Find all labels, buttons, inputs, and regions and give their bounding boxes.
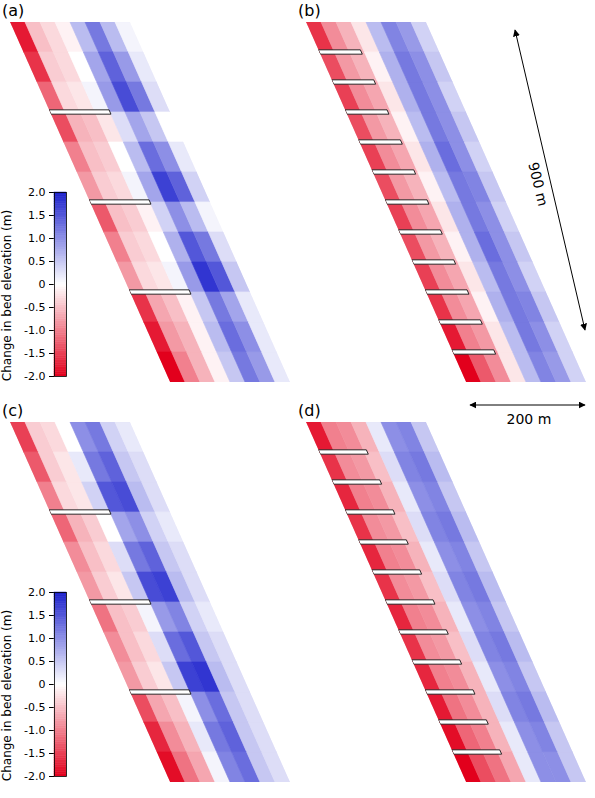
svg-text:1.0: 1.0 xyxy=(28,632,46,645)
html-text:(d): (d) xyxy=(298,401,321,420)
svg-text:1.5: 1.5 xyxy=(28,209,46,222)
svg-text:-0.5: -0.5 xyxy=(24,301,45,314)
svg-text:-1.5: -1.5 xyxy=(24,747,45,760)
svg-text:-0.5: -0.5 xyxy=(24,701,45,714)
svg-text:1.0: 1.0 xyxy=(28,232,46,245)
html-text:(a): (a) xyxy=(2,1,25,20)
html-text:200 m: 200 m xyxy=(506,411,552,427)
html-text:Change in bed elevation (m): Change in bed elevation (m) xyxy=(0,609,14,782)
svg-text:1.5: 1.5 xyxy=(28,609,46,622)
html-text:(b): (b) xyxy=(298,1,321,20)
svg-text:-2.0: -2.0 xyxy=(24,370,45,383)
svg-text:-1.5: -1.5 xyxy=(24,347,45,360)
svg-text:0.5: 0.5 xyxy=(28,655,46,668)
svg-text:-2.0: -2.0 xyxy=(24,770,45,783)
svg-text:2.0: 2.0 xyxy=(28,186,46,199)
svg-text:-1.0: -1.0 xyxy=(24,724,45,737)
svg-text:0.5: 0.5 xyxy=(28,255,46,268)
svg-text:-1.0: -1.0 xyxy=(24,324,45,337)
html-text:Change in bed elevation (m): Change in bed elevation (m) xyxy=(0,209,14,382)
html-text:(c): (c) xyxy=(2,401,24,420)
svg-text:0: 0 xyxy=(39,278,46,291)
svg-text:0: 0 xyxy=(39,678,46,691)
svg-text:2.0: 2.0 xyxy=(28,586,46,599)
html-text:900 m: 900 m xyxy=(525,160,552,208)
